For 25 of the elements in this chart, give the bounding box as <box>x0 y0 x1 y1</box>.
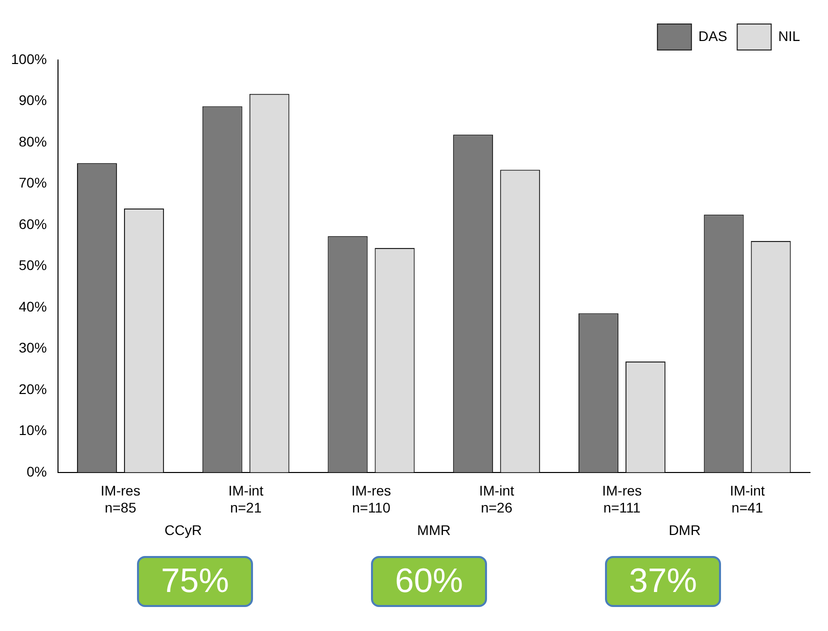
y-tick-label: 10% <box>18 422 47 438</box>
x-tick-label: IM-int n=21 <box>228 482 264 516</box>
y-tick-label: 60% <box>18 216 47 232</box>
x-tick-label: IM-int n=41 <box>730 482 765 516</box>
x-tick-label: IM-res n=111 <box>602 482 642 516</box>
legend-label: DAS <box>698 28 728 44</box>
text: DMR <box>668 522 701 538</box>
y-tick-label: 100% <box>10 50 47 67</box>
text: 60% <box>370 556 488 607</box>
y-tick-label: 50% <box>18 257 47 274</box>
y-tick-label: 0% <box>26 463 47 480</box>
y-tick-label: 20% <box>18 380 47 397</box>
y-tick-label: 70% <box>18 174 47 191</box>
y-tick-label: 90% <box>18 92 47 108</box>
text: 37% <box>604 556 722 607</box>
x-tick-label: IM-int n=26 <box>479 482 514 516</box>
text: 75% <box>136 556 254 607</box>
x-tick-label: IM-res n=110 <box>351 482 392 516</box>
x-tick-label: IM-res n=85 <box>100 482 140 516</box>
text: MMR <box>417 522 451 538</box>
y-tick-label: 40% <box>18 298 47 314</box>
y-tick-label: 80% <box>18 133 47 150</box>
y-tick-label: 30% <box>18 340 47 356</box>
legend-label: NIL <box>778 28 800 44</box>
text: CCyR <box>164 522 202 538</box>
